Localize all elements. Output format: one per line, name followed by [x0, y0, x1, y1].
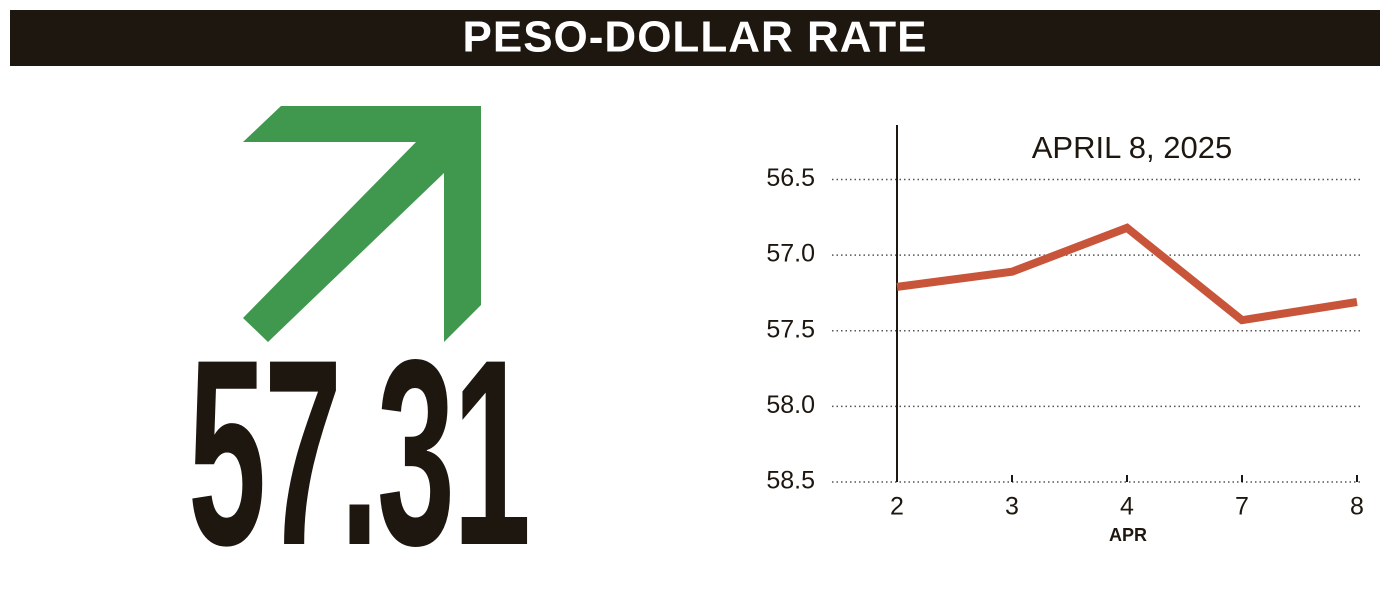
x-tick-label: 8	[1350, 493, 1364, 521]
x-tick-label: 7	[1235, 493, 1249, 521]
title-bar	[10, 10, 1380, 66]
page-title: PESO-DOLLAR RATE	[463, 13, 928, 62]
series-line	[896, 223, 1358, 325]
y-tick-label: 58.5	[766, 467, 815, 495]
x-tick-label: 2	[890, 493, 904, 521]
y-tick-label: 57.5	[766, 315, 815, 343]
headline-value: 57.31	[188, 304, 529, 592]
y-tick-label: 58.0	[766, 391, 815, 419]
chart-title: APRIL 8, 2025	[1032, 130, 1233, 165]
x-tick-label: 3	[1005, 493, 1019, 521]
up-arrow	[243, 106, 481, 342]
y-tick-label: 56.5	[766, 164, 815, 192]
x-tick-label: 4	[1120, 493, 1134, 521]
x-axis-label: APR	[1109, 525, 1147, 545]
y-tick-label: 57.0	[766, 240, 815, 268]
